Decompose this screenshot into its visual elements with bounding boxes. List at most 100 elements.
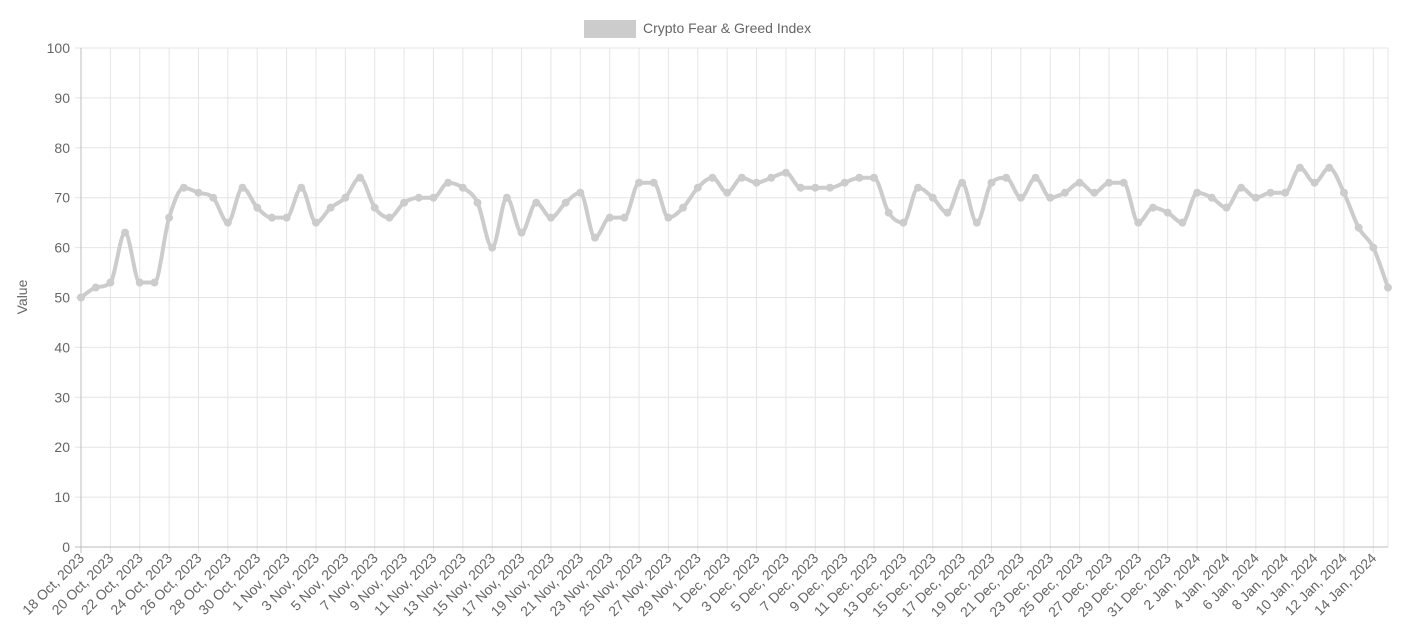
data-point[interactable]: 9 Dec, 2023: 73 bbox=[840, 178, 849, 187]
data-point[interactable]: 21 Oct, 2023: 63 bbox=[121, 228, 130, 237]
data-point[interactable]: 10 Dec, 2023: 74 bbox=[855, 173, 864, 182]
data-point[interactable]: 13 Jan, 2024: 64 bbox=[1354, 223, 1363, 232]
data-point[interactable]: 7 Dec, 2023: 72 bbox=[811, 183, 820, 192]
data-point[interactable]: 13 Nov, 2023: 72 bbox=[458, 183, 467, 192]
y-axis-title: Value bbox=[14, 279, 30, 314]
data-point[interactable]: 6 Jan, 2024: 70 bbox=[1251, 193, 1260, 202]
data-point[interactable]: 9 Nov, 2023: 69 bbox=[400, 198, 409, 207]
data-point[interactable]: 1 Nov, 2023: 66 bbox=[282, 213, 291, 222]
data-point[interactable]: 30 Dec, 2023: 68 bbox=[1149, 203, 1158, 212]
data-point[interactable]: 27 Nov, 2023: 66 bbox=[664, 213, 673, 222]
data-point[interactable]: 18 Oct, 2023: 50 bbox=[77, 293, 85, 302]
data-point[interactable]: 20 Oct, 2023: 53 bbox=[106, 278, 115, 287]
data-point[interactable]: 30 Nov, 2023: 74 bbox=[708, 173, 717, 182]
data-point[interactable]: 20 Dec, 2023: 74 bbox=[1002, 173, 1011, 182]
data-point[interactable]: 17 Nov, 2023: 63 bbox=[517, 228, 526, 237]
data-point[interactable]: 23 Nov, 2023: 66 bbox=[605, 213, 614, 222]
data-point[interactable]: 6 Dec, 2023: 72 bbox=[796, 183, 805, 192]
y-tick-label: 100 bbox=[47, 40, 71, 56]
data-point[interactable]: 21 Nov, 2023: 71 bbox=[576, 188, 585, 197]
data-point[interactable]: 29 Oct, 2023: 72 bbox=[238, 183, 247, 192]
data-point[interactable]: 14 Jan, 2024: 60 bbox=[1369, 243, 1378, 252]
data-point[interactable]: 20 Nov, 2023: 69 bbox=[561, 198, 570, 207]
data-point[interactable]: 28 Nov, 2023: 68 bbox=[679, 203, 688, 212]
data-point[interactable]: 22 Nov, 2023: 62 bbox=[590, 233, 599, 242]
data-point[interactable]: 10 Jan, 2024: 73 bbox=[1310, 178, 1319, 187]
data-point[interactable]: 4 Nov, 2023: 68 bbox=[326, 203, 335, 212]
data-point[interactable]: 8 Dec, 2023: 72 bbox=[825, 183, 834, 192]
data-point[interactable]: 7 Nov, 2023: 68 bbox=[370, 203, 379, 212]
data-point[interactable]: 24 Nov, 2023: 66 bbox=[620, 213, 629, 222]
data-point[interactable]: 15 Jan, 2024: 52 bbox=[1384, 283, 1392, 292]
data-point[interactable]: 25 Nov, 2023: 73 bbox=[635, 178, 644, 187]
data-point[interactable]: 24 Dec, 2023: 71 bbox=[1060, 188, 1069, 197]
data-point[interactable]: 11 Dec, 2023: 74 bbox=[870, 173, 879, 182]
data-point[interactable]: 8 Jan, 2024: 71 bbox=[1281, 188, 1290, 197]
legend[interactable]: Crypto Fear & Greed Index bbox=[584, 20, 811, 38]
data-point[interactable]: 23 Dec, 2023: 70 bbox=[1046, 193, 1055, 202]
data-point[interactable]: 2 Jan, 2024: 71 bbox=[1193, 188, 1202, 197]
data-point[interactable]: 3 Nov, 2023: 65 bbox=[311, 218, 320, 227]
data-point[interactable]: 26 Dec, 2023: 71 bbox=[1090, 188, 1099, 197]
data-point[interactable]: 11 Nov, 2023: 70 bbox=[429, 193, 438, 202]
data-point[interactable]: 3 Jan, 2024: 70 bbox=[1207, 193, 1216, 202]
data-point[interactable]: 12 Dec, 2023: 67 bbox=[884, 208, 893, 217]
data-point[interactable]: 29 Dec, 2023: 65 bbox=[1134, 218, 1143, 227]
y-tick-label: 50 bbox=[54, 290, 70, 306]
data-point[interactable]: 8 Nov, 2023: 66 bbox=[385, 213, 394, 222]
data-point[interactable]: 22 Dec, 2023: 74 bbox=[1031, 173, 1040, 182]
legend-label[interactable]: Crypto Fear & Greed Index bbox=[643, 20, 811, 36]
data-point[interactable]: 27 Oct, 2023: 70 bbox=[209, 193, 218, 202]
data-point[interactable]: 16 Nov, 2023: 70 bbox=[502, 193, 511, 202]
data-point[interactable]: 6 Nov, 2023: 74 bbox=[356, 173, 365, 182]
data-point[interactable]: 19 Nov, 2023: 66 bbox=[546, 213, 555, 222]
data-point[interactable]: 18 Dec, 2023: 65 bbox=[972, 218, 981, 227]
data-point[interactable]: 18 Nov, 2023: 69 bbox=[532, 198, 541, 207]
data-point[interactable]: 26 Oct, 2023: 71 bbox=[194, 188, 203, 197]
data-point[interactable]: 2 Nov, 2023: 72 bbox=[297, 183, 306, 192]
data-point[interactable]: 21 Dec, 2023: 70 bbox=[1016, 193, 1025, 202]
data-point[interactable]: 19 Oct, 2023: 52 bbox=[91, 283, 100, 292]
data-point[interactable]: 14 Nov, 2023: 69 bbox=[473, 198, 482, 207]
data-point[interactable]: 29 Nov, 2023: 72 bbox=[693, 183, 702, 192]
data-point[interactable]: 5 Jan, 2024: 72 bbox=[1237, 183, 1246, 192]
data-point[interactable]: 1 Dec, 2023: 71 bbox=[723, 188, 732, 197]
data-point[interactable]: 12 Jan, 2024: 71 bbox=[1339, 188, 1348, 197]
data-point[interactable]: 25 Dec, 2023: 73 bbox=[1075, 178, 1084, 187]
data-point[interactable]: 30 Oct, 2023: 68 bbox=[253, 203, 262, 212]
y-tick-label: 0 bbox=[62, 539, 70, 555]
data-point[interactable]: 28 Oct, 2023: 65 bbox=[223, 218, 232, 227]
data-point[interactable]: 9 Jan, 2024: 76 bbox=[1295, 163, 1304, 172]
data-point[interactable]: 14 Dec, 2023: 72 bbox=[914, 183, 923, 192]
data-point[interactable]: 7 Jan, 2024: 71 bbox=[1266, 188, 1275, 197]
data-point[interactable]: 10 Nov, 2023: 70 bbox=[414, 193, 423, 202]
data-point[interactable]: 22 Oct, 2023: 53 bbox=[135, 278, 144, 287]
data-point[interactable]: 13 Dec, 2023: 65 bbox=[899, 218, 908, 227]
data-point[interactable]: 16 Dec, 2023: 67 bbox=[943, 208, 952, 217]
data-point[interactable]: 1 Jan, 2024: 65 bbox=[1178, 218, 1187, 227]
data-point[interactable]: 26 Nov, 2023: 73 bbox=[649, 178, 658, 187]
data-point[interactable]: 25 Oct, 2023: 72 bbox=[179, 183, 188, 192]
data-point[interactable]: 31 Dec, 2023: 67 bbox=[1163, 208, 1172, 217]
data-point[interactable]: 3 Dec, 2023: 73 bbox=[752, 178, 761, 187]
data-point[interactable]: 31 Oct, 2023: 66 bbox=[267, 213, 276, 222]
data-point[interactable]: 12 Nov, 2023: 73 bbox=[444, 178, 453, 187]
data-point[interactable]: 24 Oct, 2023: 66 bbox=[165, 213, 174, 222]
data-point[interactable]: 17 Dec, 2023: 73 bbox=[958, 178, 967, 187]
y-tick-label: 40 bbox=[54, 339, 70, 355]
legend-swatch[interactable] bbox=[584, 20, 636, 38]
data-point[interactable]: 4 Jan, 2024: 68 bbox=[1222, 203, 1231, 212]
data-point[interactable]: 5 Dec, 2023: 75 bbox=[781, 168, 790, 177]
data-point[interactable]: 23 Oct, 2023: 53 bbox=[150, 278, 159, 287]
y-tick-label: 80 bbox=[54, 140, 70, 156]
data-point[interactable]: 5 Nov, 2023: 70 bbox=[341, 193, 350, 202]
data-point[interactable]: 11 Jan, 2024: 76 bbox=[1325, 163, 1334, 172]
data-point[interactable]: 4 Dec, 2023: 74 bbox=[767, 173, 776, 182]
data-point[interactable]: 28 Dec, 2023: 73 bbox=[1119, 178, 1128, 187]
data-point[interactable]: 15 Dec, 2023: 70 bbox=[928, 193, 937, 202]
data-point[interactable]: 19 Dec, 2023: 73 bbox=[987, 178, 996, 187]
data-point[interactable]: 15 Nov, 2023: 60 bbox=[488, 243, 497, 252]
data-point[interactable]: 27 Dec, 2023: 73 bbox=[1104, 178, 1113, 187]
data-point[interactable]: 2 Dec, 2023: 74 bbox=[737, 173, 746, 182]
